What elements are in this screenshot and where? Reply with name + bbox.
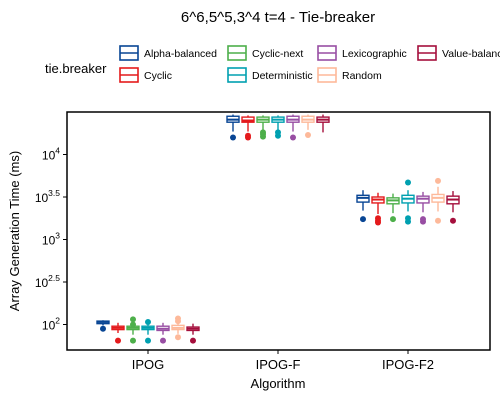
outlier-point-1 bbox=[275, 129, 281, 136]
y-tick-label-2: 103 bbox=[42, 231, 60, 248]
box-cyclic-next-ipog bbox=[126, 316, 140, 344]
box-alpha-balanced-ipog-f bbox=[226, 114, 240, 141]
box-random-ipog-f bbox=[301, 114, 315, 138]
y-tick-label-0: 102 bbox=[42, 316, 60, 333]
legend-label-cyclic: Cyclic bbox=[144, 70, 172, 82]
x-axis: IPOG IPOG-F IPOG-F2 bbox=[132, 350, 434, 372]
outlier-point-0 bbox=[175, 334, 181, 341]
box-alpha-balanced-ipog-f2 bbox=[356, 190, 370, 223]
box-value-balanced-ipog-f bbox=[316, 114, 330, 133]
box-cyclic-next-ipog-f bbox=[256, 115, 270, 140]
x-tick-label-ipog-f: IPOG-F bbox=[256, 357, 301, 372]
outlier-point-0 bbox=[290, 134, 296, 141]
outlier-point-2 bbox=[260, 129, 266, 136]
outlier-point-2 bbox=[175, 315, 181, 322]
boxes-layer bbox=[96, 114, 460, 344]
box-deterministic-ipog bbox=[141, 318, 155, 344]
box-cyclic-next-ipog-f2 bbox=[386, 193, 400, 223]
outlier-point-2 bbox=[130, 316, 136, 323]
box-lexicographic-ipog-f bbox=[286, 114, 300, 141]
legend-label-value-balanced: Value-balanced bbox=[442, 48, 500, 60]
box-cyclic-ipog bbox=[111, 322, 125, 344]
outlier-point-0 bbox=[115, 337, 121, 344]
legend-label-alpha-balanced: Alpha-balanced bbox=[144, 48, 217, 60]
y-tick-label-4: 104 bbox=[42, 146, 60, 163]
box-lexicographic-ipog bbox=[156, 322, 170, 344]
outlier-point-1 bbox=[145, 318, 151, 325]
outlier-point-0 bbox=[160, 337, 166, 344]
outlier-point-1 bbox=[130, 321, 136, 328]
legend: Alpha-balanced Cyclic Cyclic-next Determini… bbox=[119, 45, 500, 83]
outlier-point-2 bbox=[375, 215, 381, 222]
box-alpha-balanced-ipog bbox=[96, 320, 110, 332]
x-axis-label: Algorithm bbox=[251, 376, 306, 391]
x-tick-label-ipog: IPOG bbox=[132, 357, 165, 372]
outlier-point-0 bbox=[100, 325, 106, 332]
box-deterministic-ipog-f2 bbox=[401, 179, 415, 225]
y-tick-label-3: 103.5 bbox=[35, 188, 60, 205]
outlier-point-0 bbox=[230, 134, 236, 141]
y-tick-label-1: 102.5 bbox=[35, 273, 60, 290]
box-random-ipog-f2 bbox=[431, 177, 445, 224]
chart-title: 6^6,5^5,3^4 t=4 - Tie-breaker bbox=[181, 9, 375, 26]
outlier-point-0 bbox=[190, 337, 196, 344]
legend-title: tie.breaker bbox=[45, 61, 107, 76]
y-axis-label: Array Generation Time (ms) bbox=[7, 151, 22, 311]
outlier-point-0 bbox=[450, 217, 456, 224]
x-tick-label-ipog-f2: IPOG-F2 bbox=[382, 357, 434, 372]
box-random-ipog bbox=[171, 315, 185, 341]
outlier-point-1 bbox=[245, 132, 251, 139]
outlier-point-0 bbox=[305, 131, 311, 138]
outlier-point-1 bbox=[435, 177, 441, 184]
legend-label-random: Random bbox=[342, 70, 382, 82]
legend-label-lexicographic: Lexicographic bbox=[342, 48, 407, 60]
outlier-point-1 bbox=[420, 216, 426, 223]
box-cyclic-ipog-f2 bbox=[371, 192, 385, 226]
outlier-point-0 bbox=[435, 217, 441, 224]
outlier-point-0 bbox=[130, 337, 136, 344]
outlier-point-0 bbox=[360, 216, 366, 223]
legend-label-deterministic: Deterministic bbox=[252, 70, 313, 82]
y-axis: 102 102.5 103 103.5 104 bbox=[35, 146, 67, 333]
box-value-balanced-ipog bbox=[186, 323, 200, 344]
outlier-point-0 bbox=[390, 216, 396, 223]
box-deterministic-ipog-f bbox=[271, 115, 285, 139]
outlier-point-0 bbox=[145, 337, 151, 344]
outlier-point-2 bbox=[405, 179, 411, 186]
legend-label-cyclic-next: Cyclic-next bbox=[252, 48, 303, 60]
plot-panel bbox=[66, 111, 491, 351]
box-value-balanced-ipog-f2 bbox=[446, 191, 460, 224]
outlier-point-1 bbox=[405, 215, 411, 222]
box-lexicographic-ipog-f2 bbox=[416, 191, 430, 225]
box-cyclic-ipog-f bbox=[241, 115, 255, 141]
